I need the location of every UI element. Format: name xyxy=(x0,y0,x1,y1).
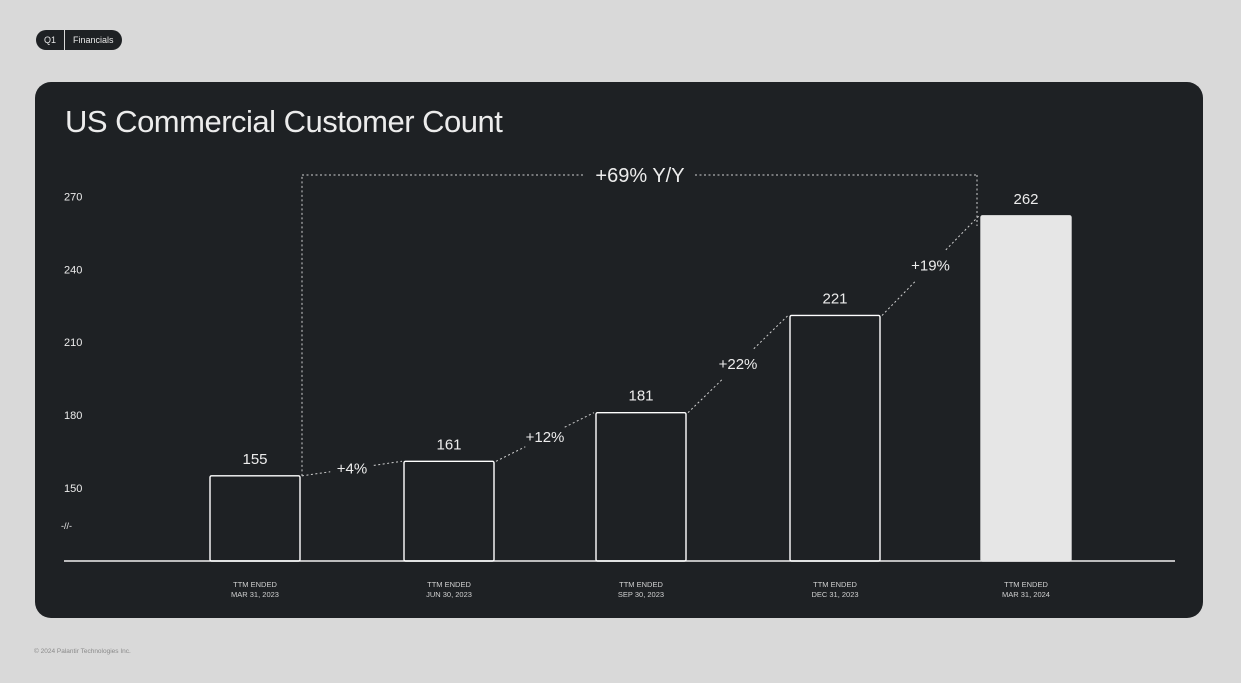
bar xyxy=(403,460,495,562)
data-label: 155 xyxy=(242,451,267,468)
growth-label: +12% xyxy=(526,429,565,446)
bar xyxy=(789,314,881,562)
bar xyxy=(209,475,301,562)
category-label: SEP 30, 2023 xyxy=(618,590,664,599)
yoy-growth-label: +69% Y/Y xyxy=(595,165,684,187)
growth-label: +19% xyxy=(911,258,950,275)
growth-connector xyxy=(495,446,526,462)
y-tick-label: 150 xyxy=(64,483,82,495)
section-tag: Q1 Financials xyxy=(36,30,122,50)
category-label: JUN 30, 2023 xyxy=(426,590,472,599)
data-label: 262 xyxy=(1013,191,1038,208)
bar xyxy=(595,411,687,562)
category-label: TTM ENDED xyxy=(427,580,471,589)
growth-connector xyxy=(945,215,980,251)
category-label: TTM ENDED xyxy=(813,580,857,589)
category-label: DEC 31, 2023 xyxy=(811,590,858,599)
growth-connector xyxy=(373,460,403,466)
axis-break-icon: -//- xyxy=(61,521,72,531)
tag-divider xyxy=(64,30,66,50)
growth-label: +22% xyxy=(719,356,758,373)
data-label: 221 xyxy=(822,290,847,307)
y-tick-label: 270 xyxy=(64,191,82,203)
section-tag-label: Financials xyxy=(73,35,114,45)
category-label: TTM ENDED xyxy=(619,580,663,589)
bar xyxy=(980,215,1072,562)
category-label: TTM ENDED xyxy=(233,580,277,589)
growth-connector xyxy=(687,379,723,414)
growth-label: +4% xyxy=(337,461,367,478)
y-tick-label: 240 xyxy=(64,264,82,276)
chart-title: US Commercial Customer Count xyxy=(65,104,503,139)
growth-connector xyxy=(753,315,789,350)
chart-card: US Commercial Customer Count 150 180 210 24… xyxy=(35,82,1203,618)
data-label: 161 xyxy=(436,436,461,453)
copyright-footer: © 2024 Palantir Technologies Inc. xyxy=(34,648,131,655)
y-tick-label: 210 xyxy=(64,337,82,349)
data-label: 181 xyxy=(628,388,653,405)
quarter-tag: Q1 xyxy=(44,35,57,45)
category-label: TTM ENDED xyxy=(1004,580,1048,589)
y-tick-label: 180 xyxy=(64,410,82,422)
category-label: MAR 31, 2024 xyxy=(1002,590,1050,599)
growth-connector xyxy=(881,281,916,316)
growth-connector xyxy=(564,412,595,428)
growth-connector xyxy=(301,471,331,477)
category-label: MAR 31, 2023 xyxy=(231,590,279,599)
